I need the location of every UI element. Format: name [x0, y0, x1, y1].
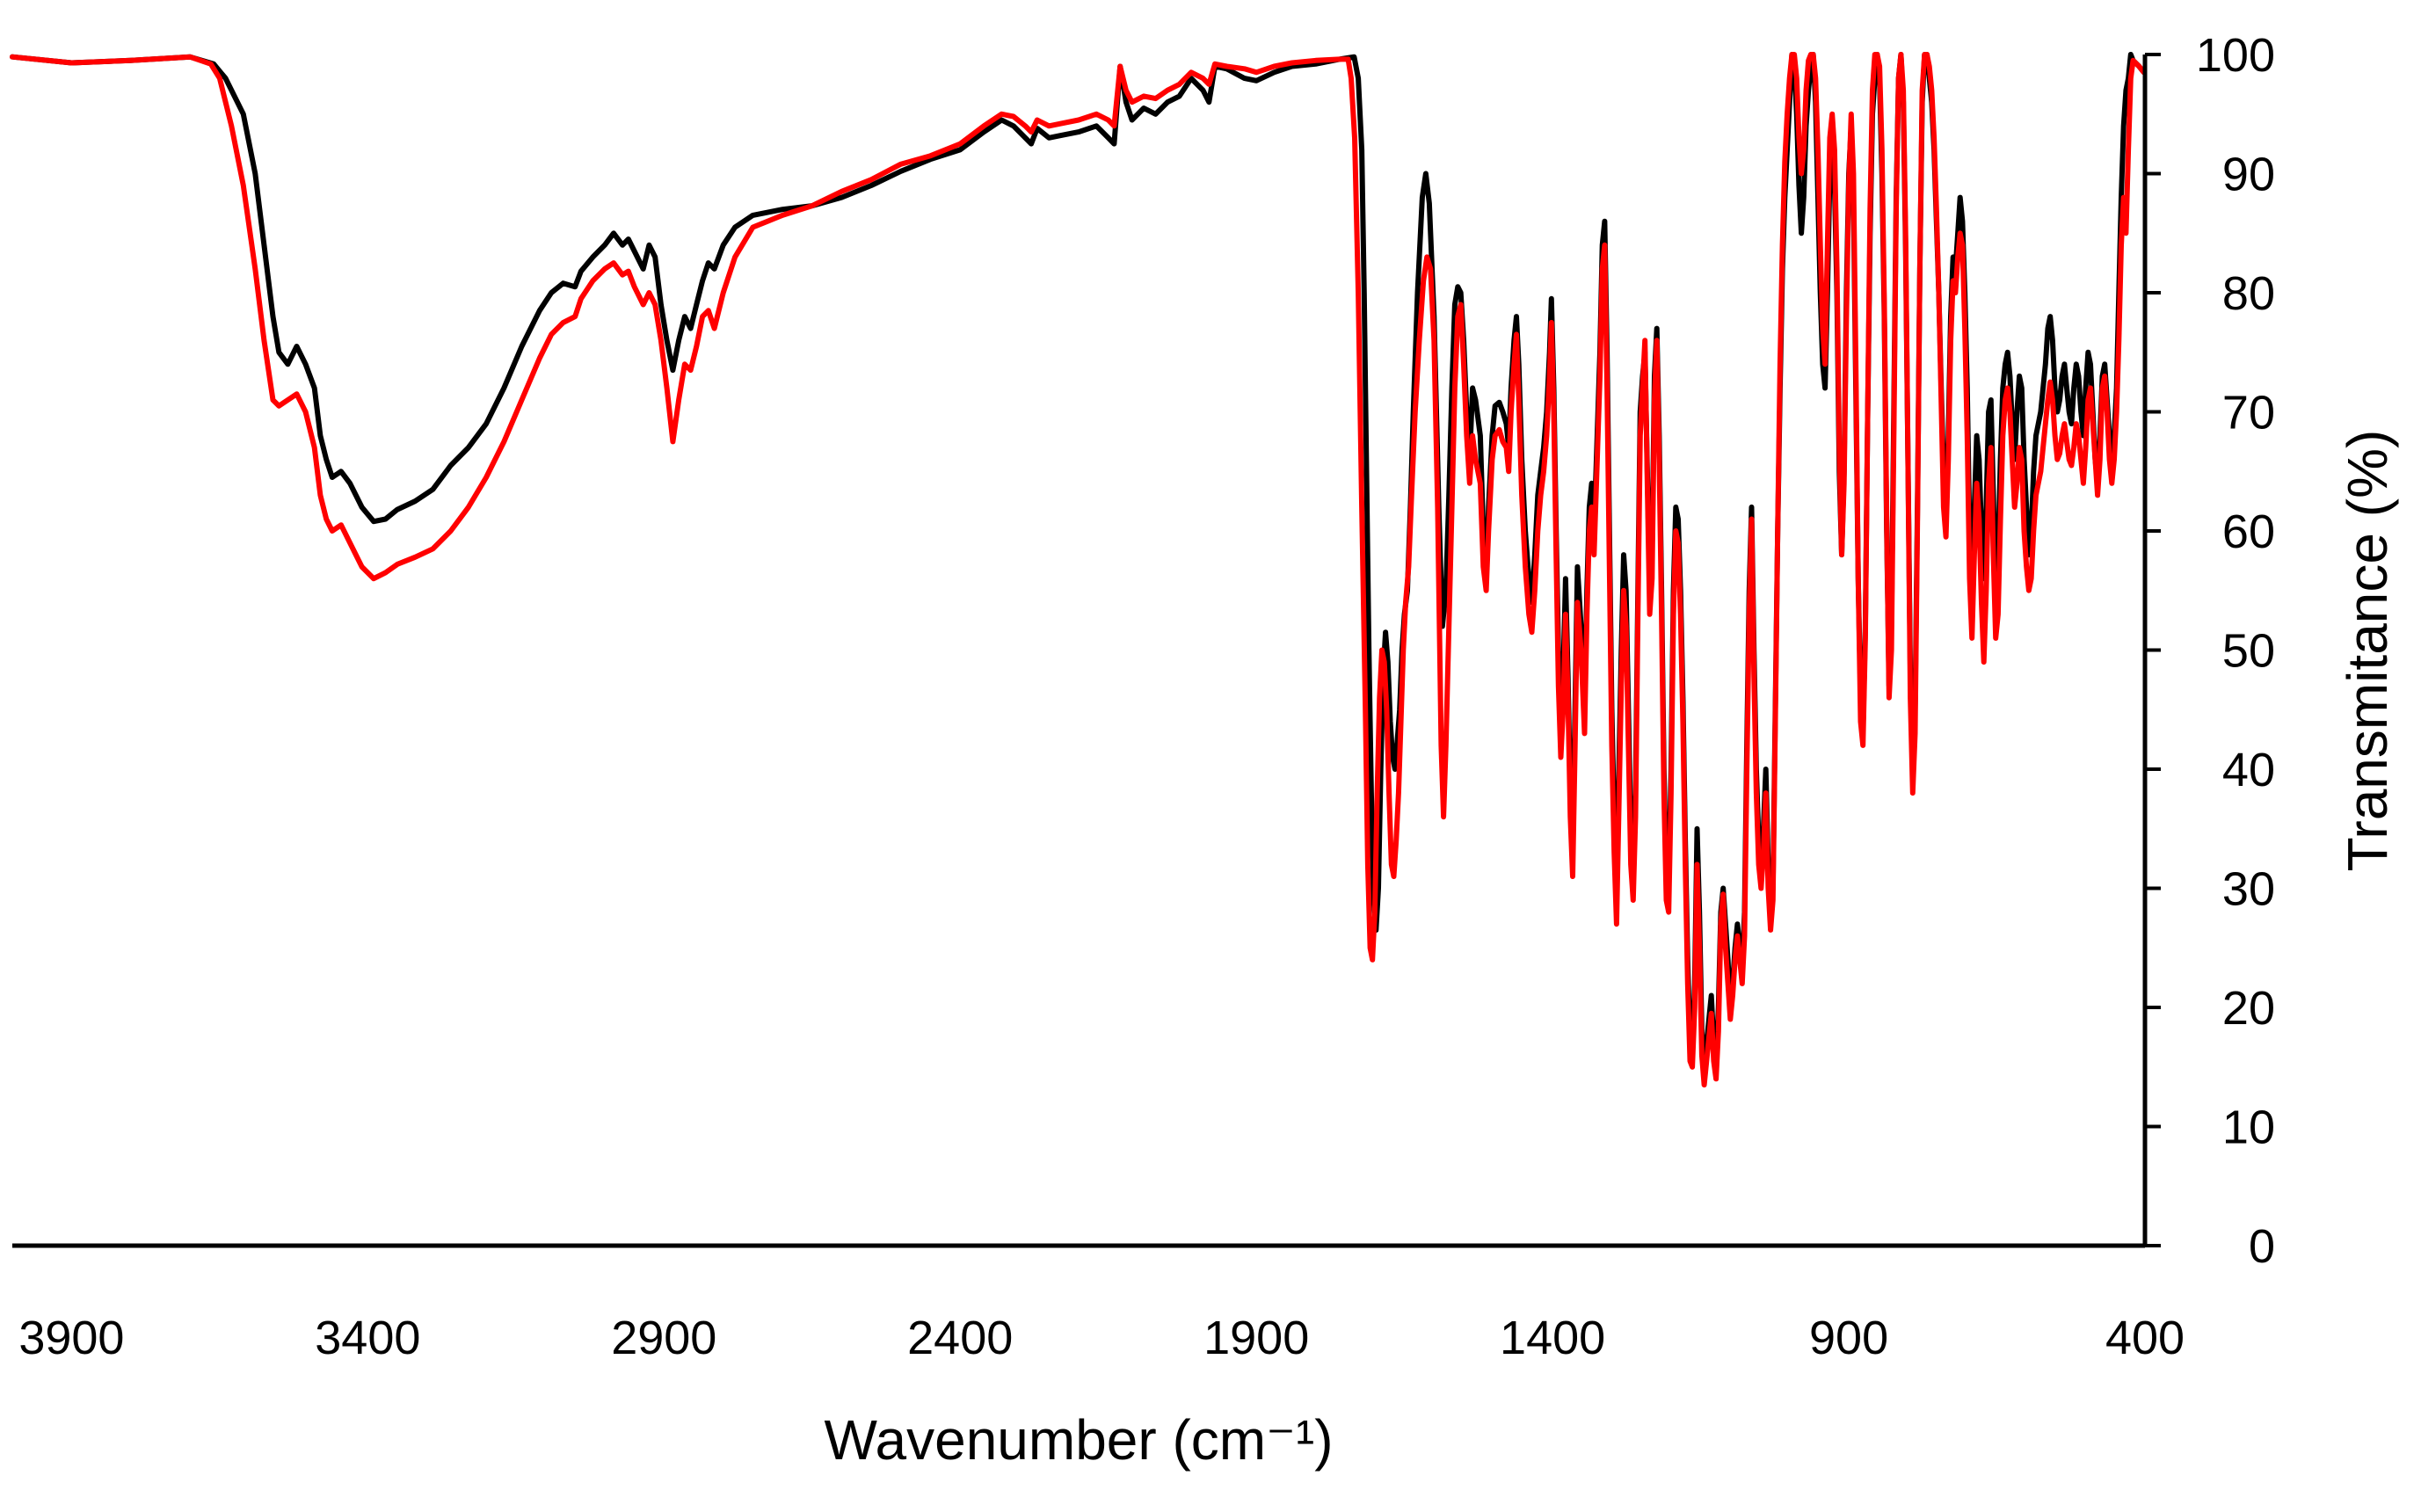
x-tick-label: 3900: [18, 1312, 124, 1364]
y-tick-label: 100: [2196, 29, 2275, 82]
x-axis-title: Wavenumber (cm⁻¹): [824, 1408, 1333, 1472]
x-tick-label: 400: [2105, 1312, 2185, 1364]
series-line-2: [10, 52, 2147, 1088]
x-tick-label: 3400: [315, 1312, 420, 1364]
y-tick-label: 40: [2222, 744, 2275, 796]
y-tick-labels: 0 10 20 30 40 50 60 70 80 90 100: [2145, 29, 2275, 1273]
y-tick-label: 80: [2222, 267, 2275, 320]
y-axis-title: Transmitance (%): [2336, 430, 2399, 872]
series-line-1: [10, 52, 2147, 1076]
x-tick-label: 900: [1809, 1312, 1888, 1364]
y-tick-label: 10: [2222, 1101, 2275, 1154]
y-tick-label: 90: [2222, 149, 2275, 201]
y-tick-label: 0: [2249, 1220, 2275, 1273]
y-tick-label: 20: [2222, 982, 2275, 1035]
x-tick-label: 2400: [907, 1312, 1013, 1364]
y-tick-label: 70: [2222, 387, 2275, 440]
y-tick-label: 50: [2222, 625, 2275, 678]
x-tick-label: 2900: [611, 1312, 716, 1364]
y-tick-label: 30: [2222, 863, 2275, 916]
x-tick-labels: 3900 3400 2900 2400 1900 1400 900 400: [18, 1312, 2185, 1364]
y-tick-label: 60: [2222, 505, 2275, 558]
x-tick-label: 1400: [1500, 1312, 1605, 1364]
series-layer: [10, 52, 2147, 1088]
x-tick-label: 1900: [1203, 1312, 1309, 1364]
